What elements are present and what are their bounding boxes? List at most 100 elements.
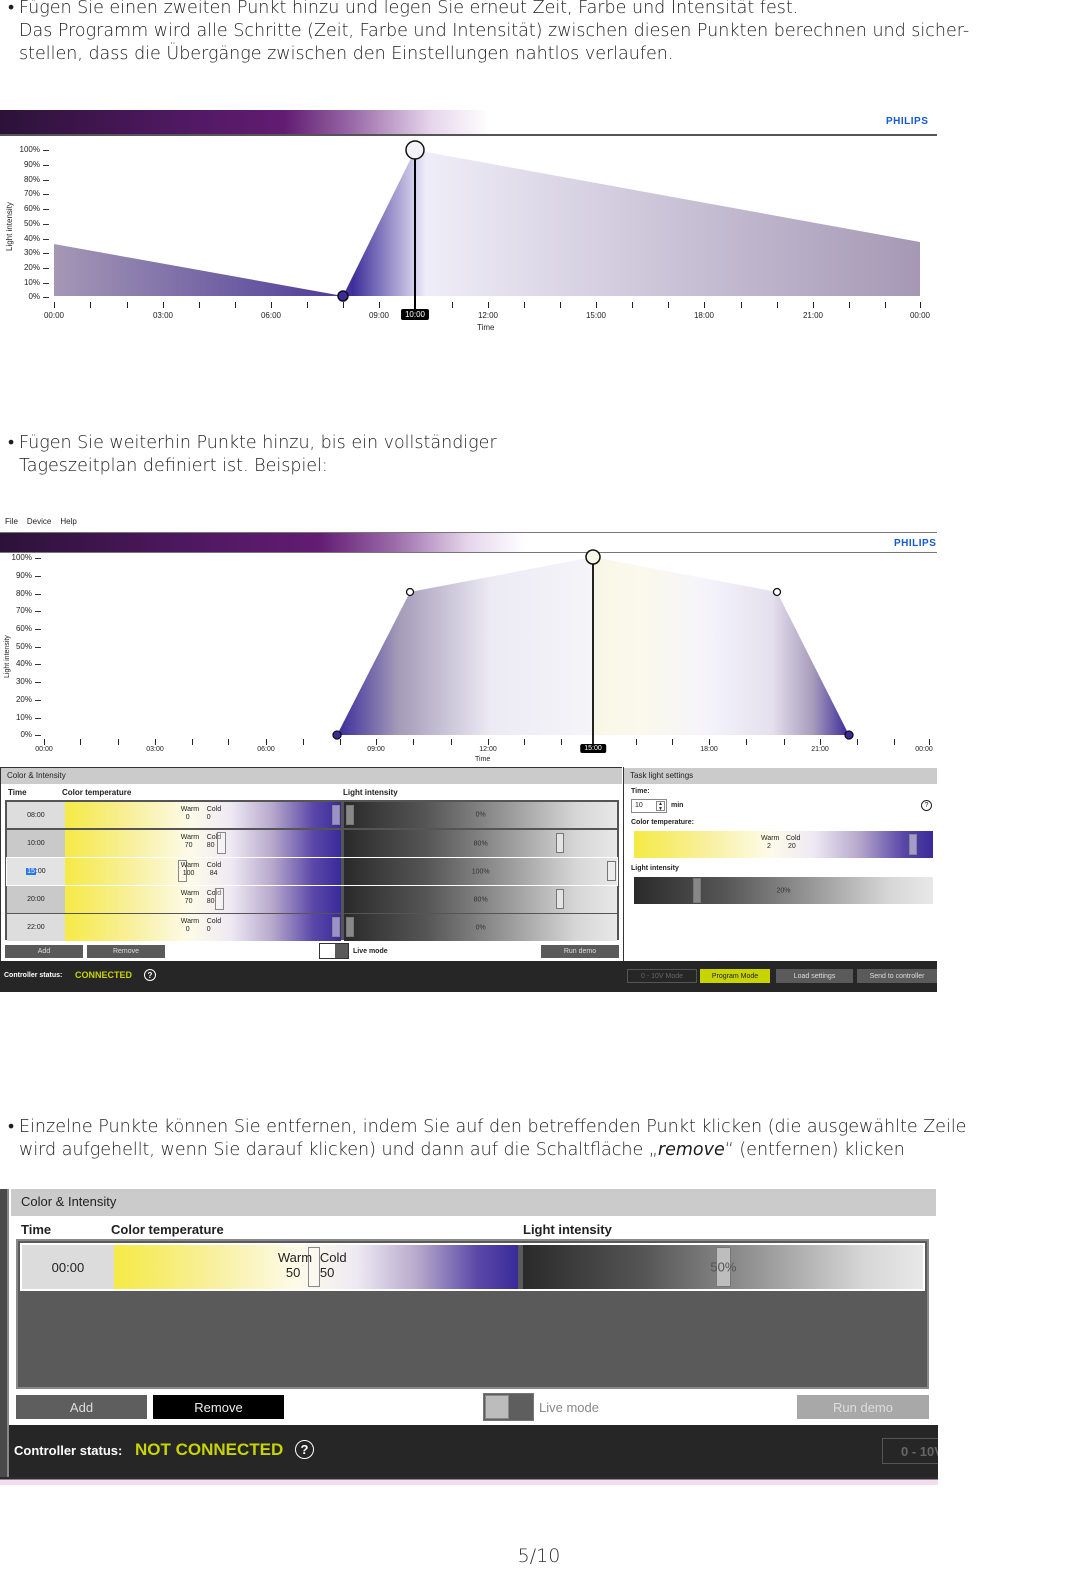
panel-title: Color & Intensity xyxy=(1,768,622,784)
x-label: 00:00 xyxy=(909,311,931,320)
toggle-knob xyxy=(485,1395,509,1419)
send-to-controller-button[interactable]: Send to controller xyxy=(857,969,937,983)
toggle-knob xyxy=(320,944,335,958)
intensity-slider-handle[interactable] xyxy=(716,1247,732,1287)
color-slider-handle[interactable] xyxy=(331,917,340,937)
intensity-slider-handle[interactable] xyxy=(346,917,355,937)
banner-top-line xyxy=(0,532,937,533)
task-time-label: Time: xyxy=(631,788,650,795)
intensity-value: 80% xyxy=(473,896,488,903)
color-temperature-slider[interactable]: Warm 0 Cold 0 xyxy=(64,914,342,941)
remove-button[interactable]: Remove xyxy=(87,945,165,958)
color-temperature-slider[interactable]: Warm 0 Cold 0 xyxy=(64,802,342,828)
table-row[interactable]: 08:00 Warm 0 Cold 0 0% xyxy=(7,802,617,829)
intensity-slider-handle[interactable] xyxy=(556,889,565,909)
y-label: 60% xyxy=(23,204,40,213)
table-row[interactable]: 22:00 Warm 0 Cold 0 0% xyxy=(7,914,617,941)
live-mode-toggle[interactable] xyxy=(319,943,349,959)
selected-time-badge[interactable]: 15:00 xyxy=(580,744,606,753)
row-time[interactable]: 00:00 xyxy=(22,1245,114,1289)
selected-time-badge[interactable]: 10:00 xyxy=(400,309,430,320)
table-row-selected[interactable]: 15:00 Warm 100 Cold 84 100% xyxy=(6,857,618,886)
load-settings-button[interactable]: Load settings xyxy=(776,969,853,983)
intensity-value: 100% xyxy=(471,868,490,875)
row-time[interactable]: 08:00 xyxy=(7,802,65,828)
color-temperature-slider[interactable]: Warm 70 Cold 80 xyxy=(64,886,342,913)
menu-device[interactable]: Device xyxy=(26,517,52,526)
task-help-icon[interactable]: ? xyxy=(921,800,932,811)
intensity-slider[interactable]: 100% xyxy=(344,858,617,885)
color-slider-handle[interactable] xyxy=(177,860,187,882)
row-time[interactable]: 15:00 xyxy=(7,858,65,885)
task-intensity-slider[interactable]: 20% xyxy=(634,877,933,904)
spinner-arrows-icon[interactable]: ▲ ▼ xyxy=(656,801,665,812)
remove-button[interactable]: Remove xyxy=(153,1395,284,1419)
philips-logo: PHILIPS xyxy=(894,538,937,549)
y-label: 30% xyxy=(23,248,40,257)
warm-label: Warm 0 xyxy=(180,918,200,934)
x-label: 00:00 xyxy=(915,746,933,753)
row-time[interactable]: 20:00 xyxy=(7,886,65,913)
schedule-table: 08:00 Warm 0 Cold 0 0% 10:00 Warm 70 Cold 80 xyxy=(5,800,619,941)
run-demo-button[interactable]: Run demo xyxy=(541,945,619,958)
help-glyph: ? xyxy=(300,1442,309,1457)
controller-status-value: CONNECTED xyxy=(75,970,133,980)
color-slider-handle[interactable] xyxy=(307,1247,320,1287)
menu-file[interactable]: File xyxy=(5,517,18,526)
task-time-spinner[interactable]: 10 ▲ ▼ xyxy=(631,799,667,813)
y-label: 80% xyxy=(15,589,32,598)
row-time[interactable]: 10:00 xyxy=(7,830,65,857)
paragraph-line: Fügen Sie einen zweiten Punkt hinzu und … xyxy=(19,0,799,18)
x-label: 00:00 xyxy=(35,746,53,753)
intensity-slider[interactable]: 80% xyxy=(344,886,617,913)
live-mode-toggle[interactable] xyxy=(483,1393,534,1421)
status-help-icon[interactable]: ? xyxy=(295,1440,314,1459)
mode-10v-button[interactable]: 0 - 10V Mode xyxy=(627,969,697,983)
color-temperature-slider[interactable]: Warm 50 Cold 50 xyxy=(113,1245,519,1289)
color-temperature-slider[interactable]: Warm 70 Cold 80 xyxy=(64,830,342,857)
controller-status-label: Controller status: xyxy=(14,1443,123,1458)
instruction-paragraph-3: • Einzelne Punkte können Sie entfernen, … xyxy=(8,1116,1078,1162)
program-mode-button[interactable]: Program Mode xyxy=(700,969,770,983)
cold-label: Cold 84 xyxy=(206,862,222,878)
table-row-selected[interactable]: 00:00 Warm 50 Cold 50 50% xyxy=(20,1243,925,1291)
color-slider-handle[interactable] xyxy=(216,832,226,854)
y-label: 40% xyxy=(15,659,32,668)
intensity-slider[interactable]: 80% xyxy=(344,830,617,857)
color-slider-handle[interactable] xyxy=(214,888,224,910)
status-help-icon[interactable]: ? xyxy=(144,969,156,981)
table-row[interactable]: 10:00 Warm 70 Cold 80 80% xyxy=(7,830,617,857)
intensity-slider[interactable]: 50% xyxy=(523,1245,923,1289)
spinner-value[interactable]: 10 xyxy=(635,802,643,809)
run-demo-button-disabled[interactable]: Run demo xyxy=(797,1395,929,1419)
task-color-slider[interactable]: Warm 2 Cold 20 xyxy=(634,831,933,858)
row-time[interactable]: 22:00 xyxy=(7,914,65,941)
y-label: 10% xyxy=(23,278,40,287)
mode-10v-button[interactable]: 0 - 10V xyxy=(882,1438,938,1464)
x-axis-title: Time xyxy=(477,323,495,332)
intensity-slider-handle[interactable] xyxy=(607,861,617,881)
color-slider-handle[interactable] xyxy=(331,805,340,825)
table-row[interactable]: 20:00 Warm 70 Cold 80 80% xyxy=(7,886,617,913)
add-button[interactable]: Add xyxy=(5,945,83,958)
bullet: • xyxy=(8,0,15,18)
task-color-slider-handle[interactable] xyxy=(909,834,917,855)
intensity-slider-handle[interactable] xyxy=(346,805,355,825)
intensity-slider[interactable]: 0% xyxy=(344,802,617,828)
intensity-area-chart xyxy=(54,140,920,315)
task-intensity-slider-handle[interactable] xyxy=(693,878,701,903)
menu-help[interactable]: Help xyxy=(60,517,77,526)
y-label: 70% xyxy=(23,189,40,198)
time-hour-selected[interactable]: 15 xyxy=(26,868,36,875)
x-label: 15:00 xyxy=(585,311,607,320)
x-label: 09:00 xyxy=(367,746,385,753)
bullet: • xyxy=(8,433,15,453)
color-temperature-slider[interactable]: Warm 100 Cold 84 xyxy=(64,858,342,885)
intensity-slider[interactable]: 0% xyxy=(344,914,617,941)
header-banner xyxy=(0,533,937,552)
warm-label: Warm 70 xyxy=(180,834,200,850)
text-fragment: “ (entfernen) klicken xyxy=(724,1140,905,1160)
window-edge xyxy=(0,1189,9,1485)
add-button[interactable]: Add xyxy=(16,1395,147,1419)
intensity-slider-handle[interactable] xyxy=(556,833,565,853)
